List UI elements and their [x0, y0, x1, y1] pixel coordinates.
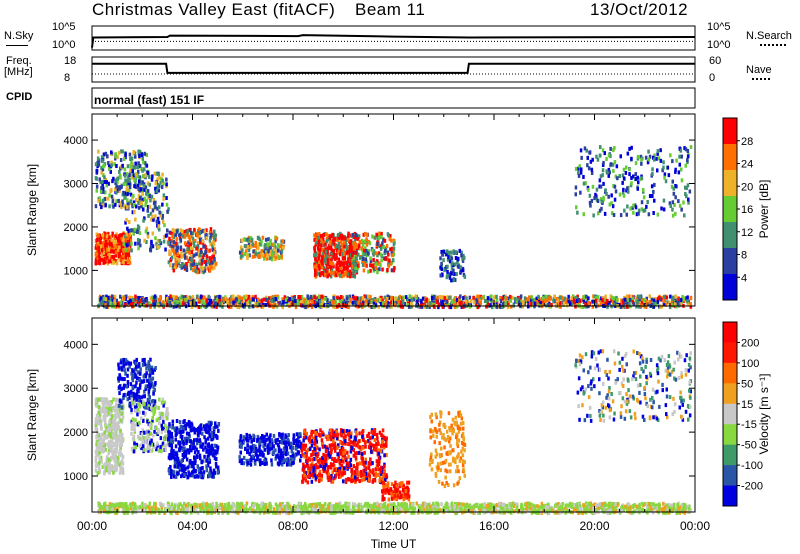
noise-series-0 — [91, 34, 696, 48]
noise-ytick-right-bottom: 10^0 — [707, 39, 731, 51]
power-panel-colorbar-label: 16 — [741, 204, 753, 216]
xtick-label: 12:00 — [378, 519, 408, 533]
power-panel-colorbar-cell — [723, 144, 737, 171]
date-title: 13/Oct/2012 — [590, 0, 689, 19]
power-panel-colorbar-label: 28 — [741, 136, 753, 148]
xaxis-title: Time UT — [371, 537, 417, 551]
freq-ytick-left-bottom: 8 — [64, 72, 70, 84]
freq-panel-frame — [91, 56, 696, 83]
freq-ytick-left-top: 18 — [64, 55, 76, 67]
power-panel-colorbar-label: 12 — [741, 227, 753, 239]
power-panel-colorbar-label: 4 — [741, 272, 747, 284]
velocity-panel-colorbar-cell — [723, 403, 737, 425]
nave-legend-line — [752, 78, 770, 80]
xtick-label: 20:00 — [579, 519, 609, 533]
noise-ytick-left-top: 10^5 — [52, 21, 76, 33]
power-panel-ytick-label: 2000 — [64, 222, 88, 234]
freq-ytick-right-bottom: 0 — [709, 72, 715, 84]
nsearch-label: N.Search — [746, 30, 792, 42]
freq-label: Freq. — [6, 55, 32, 67]
velocity-panel-colorbar-cell — [723, 444, 737, 466]
station-title: Christmas Valley East (fitACF) — [92, 0, 336, 19]
velocity-panel-background — [92, 318, 695, 512]
velocity-panel-colorbar-cell — [723, 322, 737, 343]
velocity-panel-colorbar-cell — [723, 383, 737, 405]
velocity-panel-colorbar-cell — [723, 424, 737, 446]
power-panel-colorbar-label: 24 — [741, 159, 753, 171]
power-panel-colorbar-cell — [723, 248, 737, 275]
power-panel-colorbar-cell — [723, 274, 737, 301]
power-panel-colorbar-title: Power [dB] — [757, 180, 771, 239]
nave-label: Nave — [746, 64, 772, 76]
power-panel-echoes — [94, 145, 693, 310]
velocity-panel-colorbar-cell — [723, 465, 737, 487]
xtick-label: 04:00 — [177, 519, 207, 533]
power-panel-colorbar-cell — [723, 222, 737, 249]
power-panel-ytick-label: 4000 — [64, 135, 88, 147]
velocity-panel-colorbar-label: -15 — [741, 419, 757, 431]
cpid-panel-frame — [91, 87, 696, 109]
xtick-label: 00:00 — [680, 519, 710, 533]
velocity-panel-echoes — [94, 349, 693, 516]
power-panel-colorbar-cell — [723, 170, 737, 197]
velocity-panel-colorbar-label: 15 — [741, 399, 753, 411]
velocity-panel-colorbar-label: -50 — [741, 440, 757, 452]
velocity-panel-colorbar-frame — [722, 321, 738, 507]
velocity-panel-colorbar-label: 200 — [741, 337, 759, 349]
power-panel-ylabel: Slant Range [km] — [25, 164, 39, 256]
velocity-panel-ytick-label: 2000 — [64, 427, 88, 439]
freq-unit-label: [MHz] — [4, 66, 33, 78]
cpid-label: CPID — [6, 91, 33, 103]
velocity-panel-colorbar-label: -100 — [741, 460, 763, 472]
velocity-panel-colorbar-title: Velocity [m s⁻¹] — [757, 373, 771, 454]
velocity-panel-colorbar-cell — [723, 342, 737, 364]
velocity-panel-colorbar-cell — [723, 485, 737, 507]
velocity-panel-colorbar-label: -200 — [741, 481, 763, 493]
power-panel-ytick-label: 3000 — [64, 179, 88, 191]
power-panel-ytick-label: 1000 — [64, 265, 88, 277]
xtick-label: 16:00 — [479, 519, 509, 533]
xtick-label: 00:00 — [77, 519, 107, 533]
noise-ytick-left-bottom: 10^0 — [52, 39, 76, 51]
velocity-panel-ytick-label: 4000 — [64, 339, 88, 351]
freq-ytick-right-top: 60 — [709, 55, 721, 67]
nsky-label: N.Sky — [4, 30, 34, 42]
velocity-panel-colorbar-label: 100 — [741, 358, 759, 370]
velocity-panel-ytick-label: 3000 — [64, 383, 88, 395]
power-panel-background — [92, 114, 695, 306]
cpid-value: normal (fast) 151 IF — [94, 93, 205, 107]
nsearch-legend-line — [760, 44, 786, 46]
beam-title: Beam 11 — [355, 0, 426, 19]
velocity-panel-ylabel: Slant Range [km] — [25, 369, 39, 461]
freq-series-0 — [92, 62, 695, 74]
nsky-legend-line — [6, 45, 28, 46]
power-panel-colorbar-label: 20 — [741, 181, 753, 193]
velocity-panel-colorbar-cell — [723, 362, 737, 384]
velocity-panel-colorbar-label: 50 — [741, 378, 753, 390]
power-panel-colorbar-cell — [723, 118, 737, 145]
noise-ytick-right-top: 10^5 — [707, 21, 731, 33]
xtick-label: 08:00 — [278, 519, 308, 533]
velocity-panel-ytick-label: 1000 — [64, 471, 88, 483]
power-panel-colorbar-label: 8 — [741, 250, 747, 262]
power-panel-colorbar-cell — [723, 196, 737, 223]
